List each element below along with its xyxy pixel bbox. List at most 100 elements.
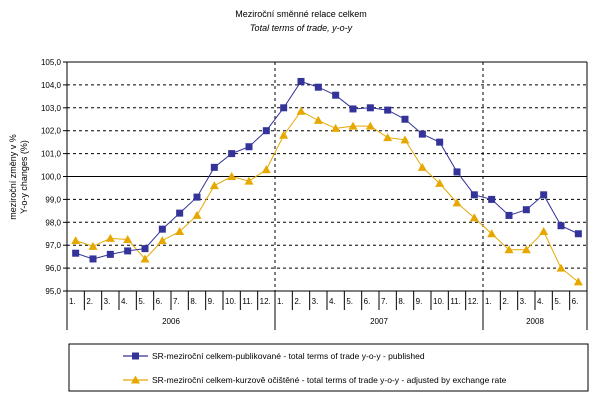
y-tick-label: 95,0 (45, 287, 61, 296)
month-label: 1. (485, 297, 492, 306)
month-label: 10. (225, 297, 236, 306)
month-label: 8. (190, 297, 197, 306)
data-point (244, 176, 254, 185)
data-point (366, 104, 374, 112)
data-point (140, 254, 150, 263)
data-point (521, 245, 531, 254)
month-label: 1. (69, 297, 76, 306)
data-point (72, 249, 80, 257)
data-point (313, 115, 323, 124)
data-point (193, 193, 201, 201)
month-label: 1. (277, 297, 284, 306)
data-point (573, 277, 583, 286)
data-point (210, 163, 218, 171)
data-point (365, 121, 375, 130)
y-tick-label: 99,0 (45, 195, 61, 204)
data-point (504, 245, 514, 254)
data-point (228, 150, 236, 158)
year-label-2006: 2006 (162, 317, 180, 326)
data-point (522, 206, 530, 214)
data-point (505, 211, 513, 219)
month-label: 3. (312, 297, 319, 306)
data-point (158, 225, 166, 233)
data-point (452, 198, 462, 207)
data-point (157, 236, 167, 245)
y-axis-ticks: 95,0 96,0 97,0 98,0 99,0 100,0 101,0 102,0 103,0… (41, 58, 67, 296)
month-label: 4. (121, 297, 128, 306)
data-point (540, 191, 548, 199)
y-tick-label: 97,0 (45, 241, 61, 250)
month-label: 3. (104, 297, 111, 306)
y-tick-label: 104,0 (41, 81, 62, 90)
data-point (488, 195, 496, 203)
data-point (400, 135, 410, 144)
month-label: 9. (416, 297, 423, 306)
y-tick-label: 102,0 (41, 127, 62, 136)
data-point (574, 230, 582, 238)
data-point (209, 181, 219, 190)
month-label: 7. (173, 297, 180, 306)
data-point (557, 222, 565, 230)
data-point (175, 226, 185, 235)
month-label: 12. (260, 297, 271, 306)
legend-label-published: SR-meziroční celkem-publikované - total … (152, 351, 425, 361)
month-label: 11. (242, 297, 253, 306)
data-point (331, 123, 341, 132)
data-point (192, 210, 202, 219)
month-label: 6. (156, 297, 163, 306)
series-layer (71, 77, 583, 286)
year-label-2007: 2007 (370, 317, 388, 326)
legend-label-adjusted: SR-meziroční celkem-kurzově očištěné - t… (152, 375, 507, 385)
y-tick-label: 101,0 (41, 150, 62, 159)
data-point (469, 213, 479, 222)
data-point (176, 209, 184, 217)
data-point (487, 229, 497, 238)
y-tick-label: 103,0 (41, 104, 62, 113)
data-point (89, 255, 97, 263)
data-point (106, 250, 114, 258)
month-label: 5. (346, 297, 353, 306)
series-line (75, 110, 579, 283)
data-point (261, 165, 271, 174)
data-point (227, 172, 237, 180)
month-label: 3. (520, 297, 527, 306)
month-label: 4. (537, 297, 544, 306)
data-point (418, 130, 426, 138)
data-point (245, 143, 253, 151)
data-point (296, 106, 306, 115)
month-label: 9. (208, 297, 215, 306)
data-point (88, 241, 98, 250)
month-label: 7. (381, 297, 388, 306)
y-tick-label: 100,0 (41, 173, 62, 182)
series-adjusted (71, 106, 583, 286)
data-point (401, 115, 409, 123)
data-point (141, 245, 149, 253)
month-label: 5. (138, 297, 145, 306)
month-label: 11. (450, 297, 461, 306)
data-point (453, 168, 461, 176)
y-tick-label: 105,0 (41, 58, 62, 67)
data-point (384, 106, 392, 114)
data-point (436, 138, 444, 146)
data-point (262, 127, 270, 135)
data-point (105, 233, 115, 242)
data-point (297, 77, 305, 85)
legend-box (68, 343, 589, 392)
x-axis: 1. 2. 3. 4. 5. 6. 7. 8. 9. 10. 11. 12. 1. 2. 3. 4. 5. 6. 7… (66, 61, 588, 330)
y-tick-label: 96,0 (45, 264, 61, 273)
chart-title: Meziroční směnné relace celkem (235, 9, 367, 19)
data-point (349, 105, 357, 113)
legend: SR-meziroční celkem-publikované - total … (68, 343, 589, 392)
month-label: 2. (294, 297, 301, 306)
month-label: 12. (468, 297, 479, 306)
data-point (417, 162, 427, 171)
month-label: 10. (433, 297, 444, 306)
data-point (332, 91, 340, 99)
data-point (280, 104, 288, 112)
data-point (435, 178, 445, 187)
data-point (123, 234, 133, 243)
data-point (539, 226, 549, 235)
series-published (72, 77, 582, 263)
data-point (556, 263, 566, 272)
